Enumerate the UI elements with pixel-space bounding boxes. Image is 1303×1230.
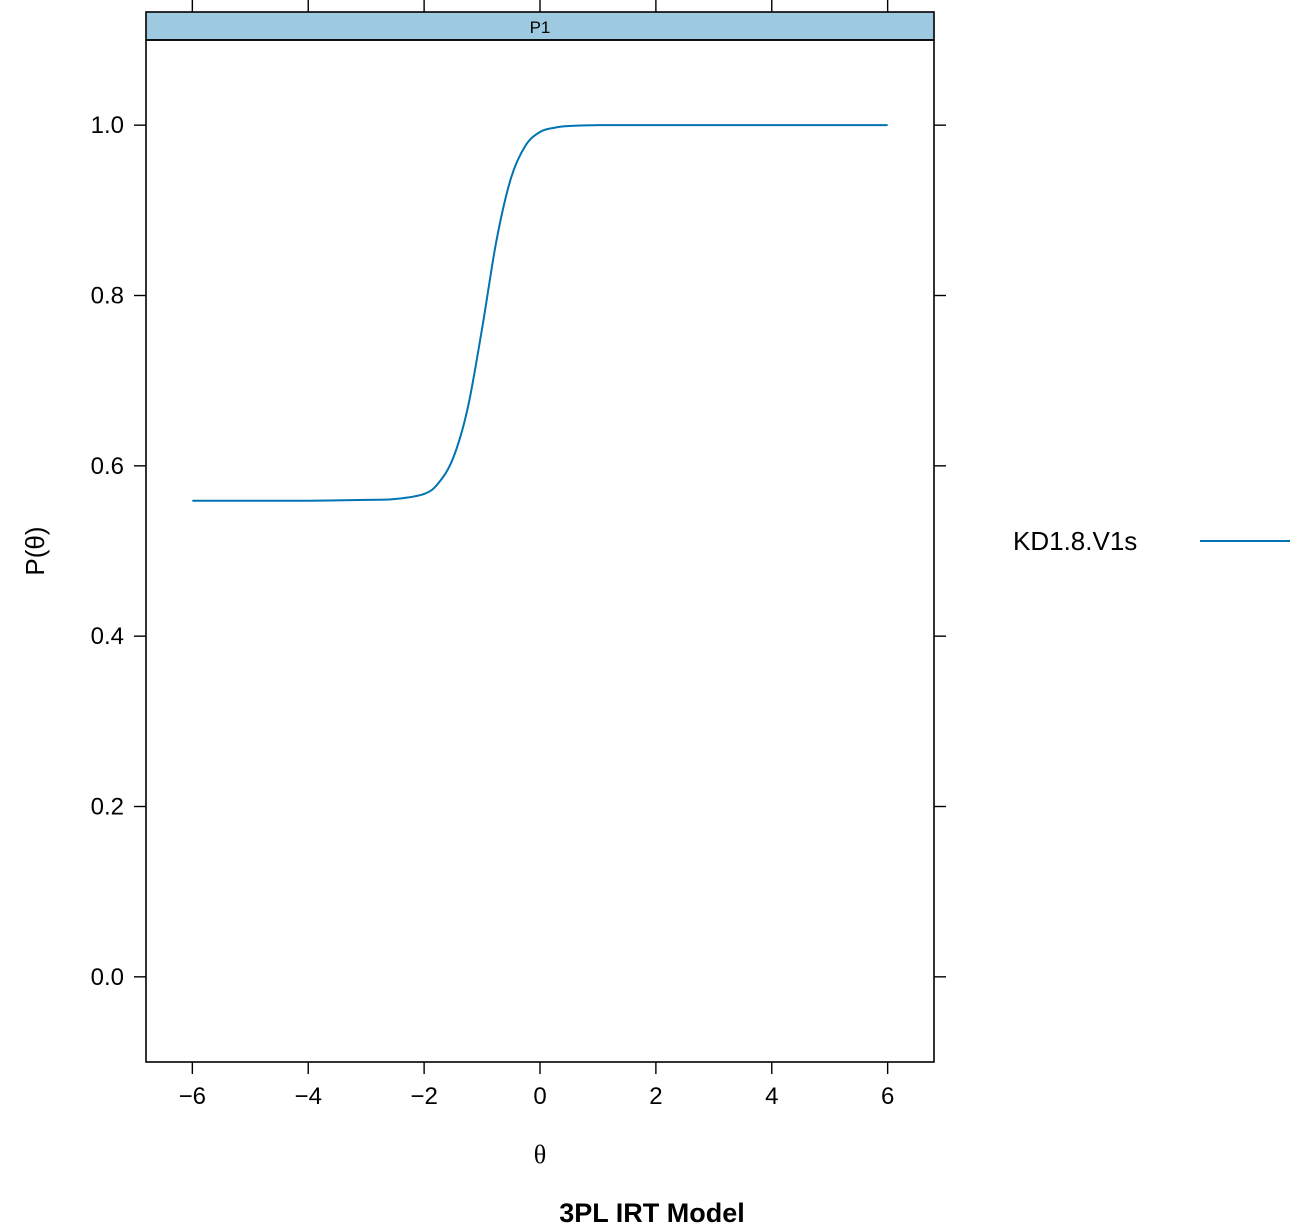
x-tick-label: −2	[410, 1083, 437, 1110]
axis-tick-labels: −6 −4 −2 0 2 4 6 0.0 0.2 0.4 0.6 0.8 1.0	[91, 112, 895, 1110]
panel-strip	[145, 11, 935, 41]
x-tick-label: 0	[533, 1083, 546, 1110]
plot-frame	[145, 39, 935, 1063]
strip-label: P1	[530, 18, 551, 37]
x-tick-label: 4	[765, 1083, 778, 1110]
y-axis-title: P(θ)	[20, 526, 50, 575]
y-tick-label: 0.2	[91, 794, 124, 821]
y-tick-label: 0.0	[91, 964, 124, 991]
x-tick-label: −6	[179, 1083, 206, 1110]
axis-ticks	[134, 0, 946, 1074]
x-tick-label: 2	[649, 1083, 662, 1110]
y-tick-label: 0.4	[91, 623, 124, 650]
x-axis-title: θ	[534, 1140, 546, 1169]
series-layer	[192, 124, 888, 502]
legend-label: KD1.8.V1s	[1013, 526, 1137, 556]
y-tick-label: 0.8	[91, 283, 124, 310]
y-tick-label: 0.6	[91, 453, 124, 480]
series-line	[192, 124, 888, 502]
y-tick-label: 1.0	[91, 112, 124, 139]
x-tick-label: −4	[295, 1083, 322, 1110]
chart-caption: 3PL IRT Model	[559, 1198, 745, 1228]
x-tick-label: 6	[881, 1083, 894, 1110]
legend: KD1.8.V1s	[1013, 526, 1290, 556]
